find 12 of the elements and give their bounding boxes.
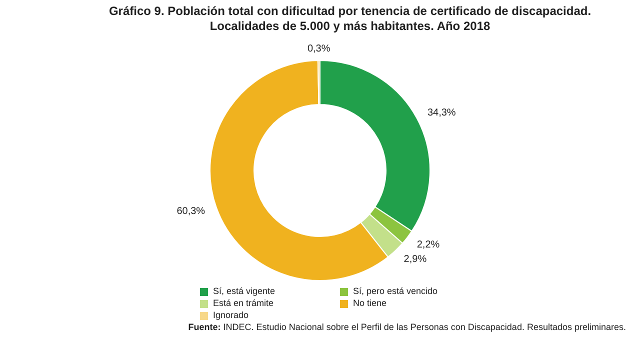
- legend-label: No tiene: [352, 298, 388, 308]
- legend-label: Sí, pero está vencido: [352, 286, 439, 296]
- legend-label: Ignorado: [212, 310, 250, 320]
- data-label: 60,3%: [176, 206, 206, 218]
- legend-label: Sí, está vigente: [212, 286, 276, 296]
- source-note: Fuente: INDEC. Estudio Nacional sobre el Perfil de las Personas con Discapacidad. Resultados preliminares.: [188, 322, 626, 332]
- data-label: 34,3%: [427, 107, 456, 118]
- chart-title: Gráfico 9. Población total con dificultad por tenencia de certificado de discapacidad. Localidades de 5.000 y más habitantes. Año 2018: [108, 4, 592, 34]
- data-label: 2,2%: [416, 239, 440, 250]
- data-label: 0,3%: [307, 43, 330, 54]
- data-label: 2,9%: [404, 254, 427, 265]
- legend-label: Está en trámite: [212, 298, 275, 308]
